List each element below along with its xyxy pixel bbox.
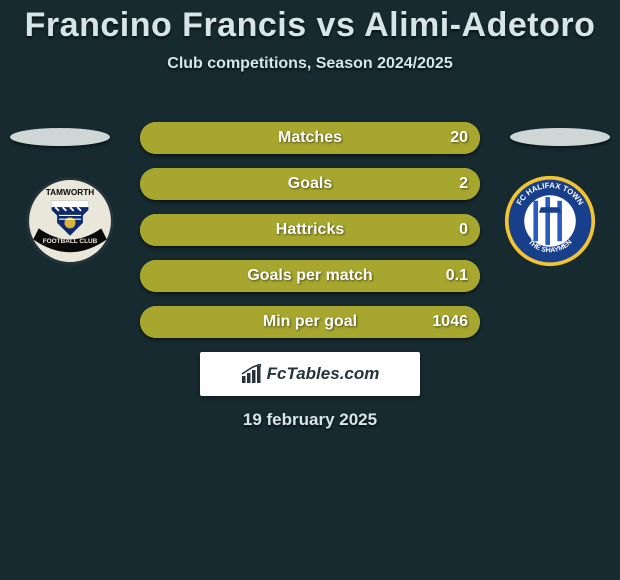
stat-value-right: 1046 — [432, 313, 468, 331]
stat-row: Matches 20 — [140, 122, 480, 154]
attribution-badge: FcTables.com — [200, 352, 420, 396]
stat-row: Goals per match 0.1 — [140, 260, 480, 292]
page-title: Francino Francis vs Alimi-Adetoro — [0, 0, 620, 45]
right-club-crest: FC HALIFAX TOWN THE SHAYMEN — [504, 175, 596, 267]
stat-value-right: 0 — [459, 221, 468, 239]
right-player-placeholder — [510, 128, 610, 146]
attribution-text: FcTables.com — [267, 364, 380, 384]
stat-label: Goals per match — [247, 267, 372, 285]
stat-label: Matches — [278, 129, 342, 147]
stat-value-right: 2 — [459, 175, 468, 193]
crest-banner-text: FOOTBALL CLUB — [43, 238, 98, 245]
stat-label: Goals — [288, 175, 332, 193]
stat-label: Hattricks — [276, 221, 344, 239]
stat-value-right: 0.1 — [446, 267, 468, 285]
footer-date: 19 february 2025 — [0, 410, 620, 430]
page-subtitle: Club competitions, Season 2024/2025 — [0, 55, 620, 73]
crest-top-text: TAMWORTH — [46, 188, 95, 197]
left-player-placeholder — [10, 128, 110, 146]
stat-row: Goals 2 — [140, 168, 480, 200]
stat-row: Hattricks 0 — [140, 214, 480, 246]
stat-label: Min per goal — [263, 313, 357, 331]
left-club-crest: FOOTBALL CLUB TAMWORTH — [24, 175, 116, 267]
stats-container: Matches 20 Goals 2 Hattricks 0 Goals per match… — [140, 122, 480, 352]
bar-chart-up-icon — [241, 364, 263, 384]
stat-value-right: 20 — [450, 129, 468, 147]
stat-row: Min per goal 1046 — [140, 306, 480, 338]
